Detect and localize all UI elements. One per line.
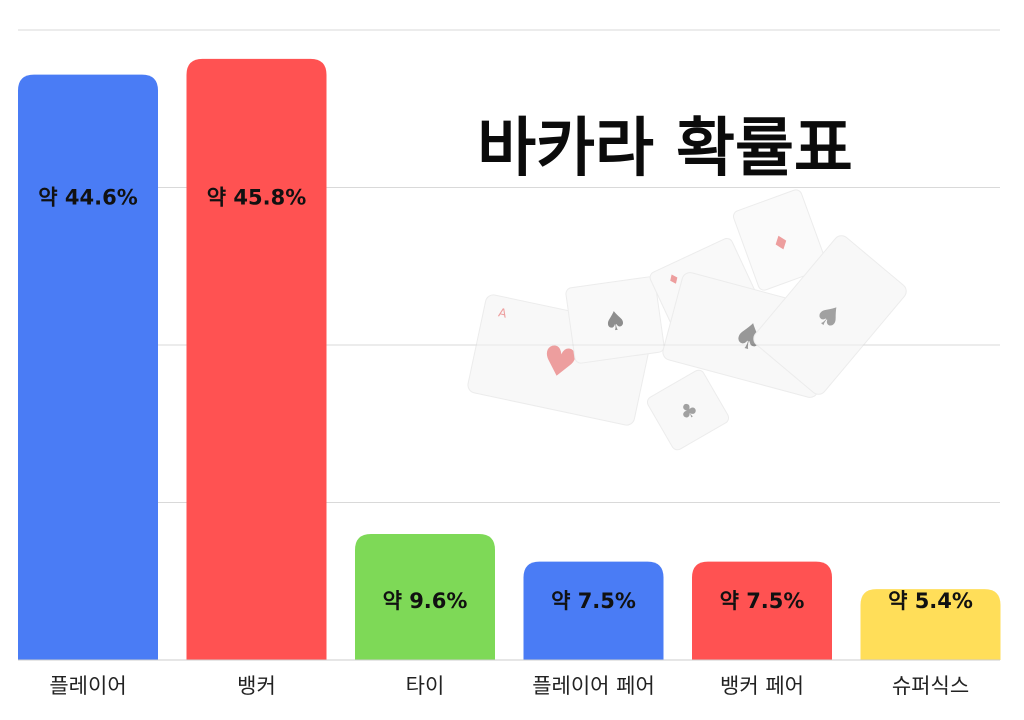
value-label-6: 약 5.4%: [888, 589, 973, 613]
value-label-4: 약 7.5%: [551, 589, 636, 613]
value-label-2: 약 45.8%: [207, 186, 307, 210]
svg-text:♠: ♠: [602, 306, 629, 339]
bar-1: [18, 74, 158, 660]
bar-3: [355, 534, 495, 660]
category-label-6: 슈퍼식스: [892, 674, 969, 698]
category-label-1: 플레이어: [49, 674, 126, 698]
value-labels-group: 약 44.6% 약 45.8% 약 9.6% 약 7.5% 약 7.5% 약 5.4%: [38, 186, 973, 614]
category-label-3: 타이: [406, 674, 445, 698]
category-label-5: 뱅커 페어: [720, 674, 804, 698]
value-label-3: 약 9.6%: [383, 589, 468, 613]
playing-cards-illustration: ♥ A ♠ ♦ ♦ ♠ ♠ ♣: [467, 189, 907, 451]
category-label-4: 플레이어 페어: [532, 674, 655, 698]
svg-text:♦: ♦: [665, 270, 683, 290]
bar-4: [523, 561, 664, 660]
bar-5: [692, 561, 832, 660]
bars-group: [18, 58, 1001, 660]
chart-title: 바카라 확률표: [477, 112, 853, 186]
bar-2: [186, 58, 327, 660]
value-label-5: 약 7.5%: [720, 589, 805, 613]
bar-6: [860, 589, 1001, 660]
category-label-2: 뱅커: [237, 674, 276, 698]
value-label-1: 약 44.6%: [38, 186, 138, 210]
category-labels-group: 플레이어 뱅커 타이 플레이어 페어 뱅커 페어 슈퍼식스: [49, 674, 969, 698]
svg-text:A: A: [497, 305, 509, 321]
